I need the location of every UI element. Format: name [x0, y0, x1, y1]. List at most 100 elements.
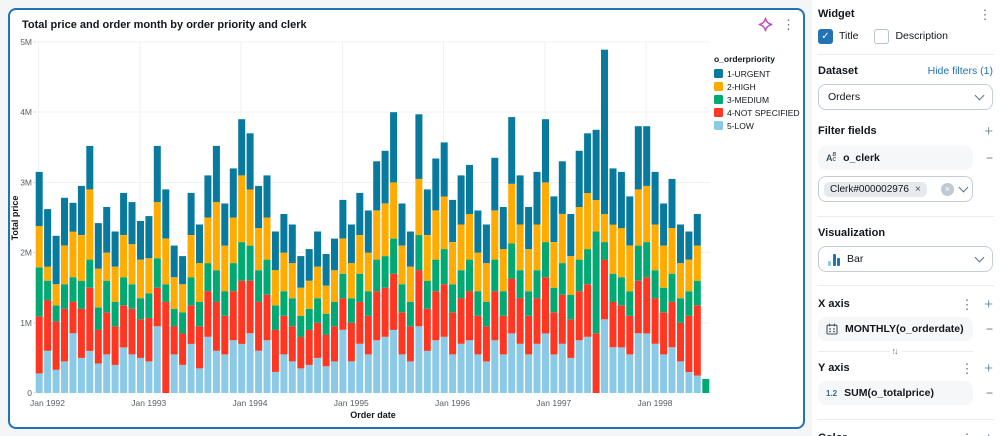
bar-segment-1-URGENT[interactable]: [61, 197, 68, 246]
bar-segment-5-LOW[interactable]: [288, 361, 296, 393]
bar-segment-1-URGENT[interactable]: [246, 133, 254, 190]
bar-segment-5-LOW[interactable]: [339, 329, 347, 393]
bar-segment-2-HIGH[interactable]: [525, 249, 533, 292]
bar-segment-3-MEDIUM[interactable]: [617, 277, 625, 306]
bar-segment-3-MEDIUM[interactable]: [567, 294, 575, 320]
bar-segment-3-MEDIUM[interactable]: [685, 291, 693, 316]
bar-segment-4-NOT SPECIFIED[interactable]: [179, 333, 187, 365]
bar-segment-4-NOT SPECIFIED[interactable]: [246, 280, 254, 334]
bar-segment-5-LOW[interactable]: [77, 357, 85, 393]
bar-segment-5-LOW[interactable]: [347, 361, 355, 393]
bar-segment-4-NOT SPECIFIED[interactable]: [457, 298, 465, 344]
bar-segment-1-URGENT[interactable]: [415, 114, 423, 179]
bar-segment-2-HIGH[interactable]: [263, 217, 271, 260]
bar-segment-3-MEDIUM[interactable]: [634, 245, 642, 281]
chip-remove-icon[interactable]: ×: [914, 183, 921, 195]
bar-segment-3-MEDIUM[interactable]: [322, 313, 330, 335]
bar-segment-1-URGENT[interactable]: [491, 157, 499, 211]
bar-segment-4-NOT SPECIFIED[interactable]: [170, 326, 178, 355]
bar-segment-2-HIGH[interactable]: [61, 245, 68, 285]
bar-segment-5-LOW[interactable]: [120, 347, 128, 393]
bar-segment-3-MEDIUM[interactable]: [187, 277, 195, 306]
bar-segment-1-URGENT[interactable]: [474, 210, 482, 253]
bar-segment-2-HIGH[interactable]: [677, 263, 684, 299]
bar-segment-4-NOT SPECIFIED[interactable]: [584, 284, 592, 337]
bar-segment-4-NOT SPECIFIED[interactable]: [668, 301, 676, 348]
bar-segment-4-NOT SPECIFIED[interactable]: [52, 321, 60, 370]
bar-segment-3-MEDIUM[interactable]: [280, 291, 288, 316]
bar-segment-1-URGENT[interactable]: [35, 171, 43, 226]
bar-segment-5-LOW[interactable]: [305, 364, 313, 393]
bar-segment-4-NOT SPECIFIED[interactable]: [643, 277, 651, 334]
widget-menu-kebab-icon[interactable]: ⋮: [978, 6, 992, 22]
bar-segment-4-NOT SPECIFIED[interactable]: [542, 277, 549, 334]
bar-segment-3-MEDIUM[interactable]: [246, 245, 254, 281]
bar-segment-1-URGENT[interactable]: [609, 168, 617, 225]
bar-segment-5-LOW[interactable]: [482, 361, 490, 393]
bar-segment-4-NOT SPECIFIED[interactable]: [103, 312, 111, 355]
bar-segment-1-URGENT[interactable]: [668, 178, 676, 228]
bar-segment-3-MEDIUM[interactable]: [660, 287, 668, 313]
bar-segment-1-URGENT[interactable]: [322, 254, 330, 286]
bar-segment-1-URGENT[interactable]: [77, 185, 85, 235]
bar-segment-4-NOT SPECIFIED[interactable]: [229, 291, 237, 341]
bar-segment-5-LOW[interactable]: [626, 354, 634, 393]
bar-segment-5-LOW[interactable]: [94, 363, 102, 394]
bar-segment-3-MEDIUM[interactable]: [364, 291, 372, 316]
bar-segment-5-LOW[interactable]: [466, 340, 473, 393]
bar-segment-2-HIGH[interactable]: [584, 192, 592, 250]
bar-segment-4-NOT SPECIFIED[interactable]: [69, 301, 77, 334]
bar-segment-2-HIGH[interactable]: [120, 235, 128, 278]
bar-segment-3-MEDIUM[interactable]: [415, 235, 423, 271]
bar-segment-4-NOT SPECIFIED[interactable]: [406, 326, 414, 362]
bar-segment-3-MEDIUM[interactable]: [179, 312, 187, 334]
bar-segment-5-LOW[interactable]: [609, 347, 617, 393]
bar-segment-2-HIGH[interactable]: [347, 263, 355, 299]
bar-segment-3-MEDIUM[interactable]: [94, 307, 102, 330]
bar-segment-5-LOW[interactable]: [196, 368, 203, 393]
bar-segment-1-URGENT[interactable]: [347, 224, 355, 264]
bar-segment-4-NOT SPECIFIED[interactable]: [440, 284, 448, 337]
bar-segment-5-LOW[interactable]: [617, 347, 625, 393]
bar-segment-2-HIGH[interactable]: [693, 245, 701, 281]
bar-segment-4-NOT SPECIFIED[interactable]: [499, 315, 507, 355]
bar-segment-3-MEDIUM[interactable]: [525, 291, 533, 316]
bar-segment-2-HIGH[interactable]: [499, 249, 507, 292]
bar-segment-4-NOT SPECIFIED[interactable]: [575, 291, 583, 341]
bar-segment-1-URGENT[interactable]: [567, 214, 575, 257]
bar-segment-4-NOT SPECIFIED[interactable]: [466, 291, 473, 341]
bar-segment-1-URGENT[interactable]: [449, 199, 457, 242]
bar-segment-3-MEDIUM[interactable]: [516, 270, 524, 299]
bar-segment-4-NOT SPECIFIED[interactable]: [297, 336, 305, 369]
y-axis-field[interactable]: 1.2 SUM(o_totalprice): [818, 381, 973, 405]
bar-segment-1-URGENT[interactable]: [626, 196, 634, 246]
bar-segment-3-MEDIUM[interactable]: [677, 298, 684, 323]
bar-segment-1-URGENT[interactable]: [339, 199, 347, 239]
bar-segment-2-HIGH[interactable]: [288, 263, 296, 299]
bar-segment-4-NOT SPECIFIED[interactable]: [322, 334, 330, 367]
bar-segment-4-NOT SPECIFIED[interactable]: [617, 305, 625, 348]
bar-segment-1-URGENT[interactable]: [187, 192, 195, 235]
bar-segment-3-MEDIUM[interactable]: [550, 287, 558, 313]
bar-segment-2-HIGH[interactable]: [474, 252, 482, 292]
bar-segment-1-URGENT[interactable]: [533, 171, 541, 225]
bar-segment-4-NOT SPECIFIED[interactable]: [255, 301, 263, 351]
bar-segment-4-NOT SPECIFIED[interactable]: [347, 322, 355, 362]
bar-segment-2-HIGH[interactable]: [482, 263, 490, 302]
bar-segment-4-NOT SPECIFIED[interactable]: [145, 317, 153, 362]
bar-segment-1-URGENT[interactable]: [398, 203, 406, 246]
bar-segment-4-NOT SPECIFIED[interactable]: [263, 294, 271, 341]
bar-segment-2-HIGH[interactable]: [221, 245, 229, 292]
bar-segment-5-LOW[interactable]: [238, 343, 246, 393]
bar-segment-2-HIGH[interactable]: [617, 228, 625, 278]
bar-segment-2-HIGH[interactable]: [516, 224, 524, 271]
legend-item-3-MEDIUM[interactable]: 3-MEDIUM: [714, 93, 804, 106]
bar-segment-5-LOW[interactable]: [381, 336, 389, 393]
bar-segment-2-HIGH[interactable]: [170, 277, 178, 309]
bar-segment-5-LOW[interactable]: [440, 336, 448, 393]
legend-item-5-LOW[interactable]: 5-LOW: [714, 119, 804, 132]
bar-segment-4-NOT SPECIFIED[interactable]: [373, 291, 381, 341]
add-y-axis-field-button[interactable]: +: [984, 359, 993, 377]
bar-segment-4-NOT SPECIFIED[interactable]: [449, 312, 457, 355]
bar-segment-3-MEDIUM[interactable]: [331, 301, 338, 327]
